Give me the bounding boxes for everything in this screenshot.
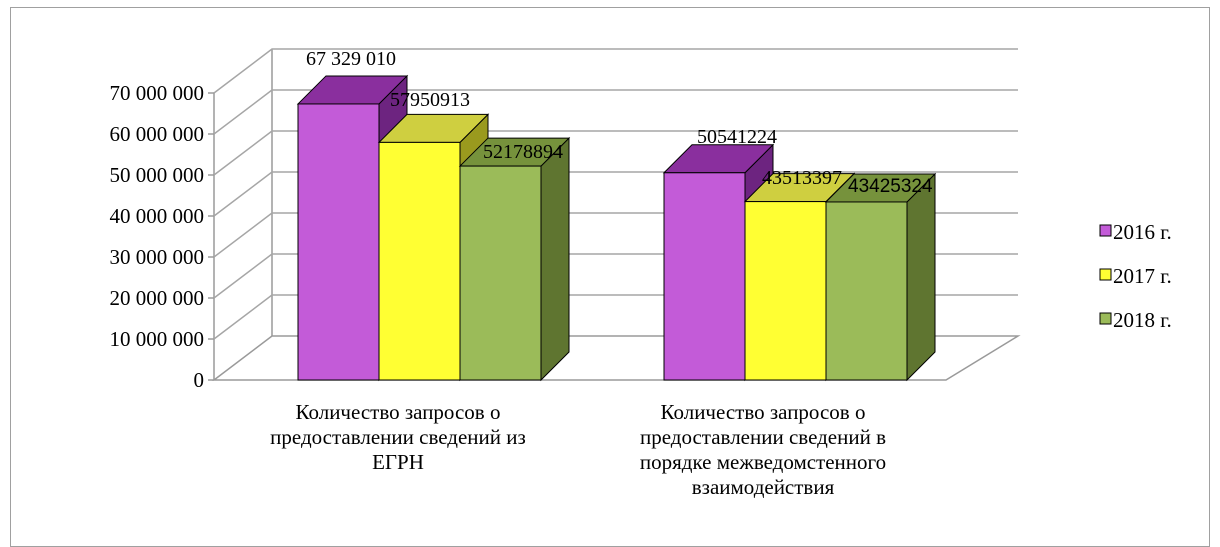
legend-item: 2017 г. (1099, 264, 1172, 288)
bar-front (378, 141, 461, 381)
data-label: 67 329 010 (306, 48, 396, 70)
y-tick-label: 40 000 000 (110, 204, 205, 228)
data-label: 43513397 (762, 167, 842, 189)
bar-side (906, 172, 936, 382)
gridline (213, 130, 1018, 176)
bar-front (663, 172, 746, 381)
legend-item: 2018 г. (1099, 308, 1172, 332)
bar (824, 172, 937, 382)
y-axis-ticks: 0 10 000 000 20 000 000 30 000 000 40 000 00… (110, 81, 214, 392)
bar-chart-3d: 0 10 000 000 20 000 000 30 000 000 40 000 00… (110, 48, 1172, 499)
category-label: Количество запросов о (296, 400, 501, 424)
gridline (213, 48, 1018, 94)
y-tick-label: 30 000 000 (110, 245, 205, 269)
bar-front (744, 201, 827, 381)
legend: 2016 г. 2017 г. 2018 г. (1099, 220, 1172, 332)
category-label: Количество запросов о (661, 400, 866, 424)
data-labels: 67 329 010 57950913 52178894 50541224 435133… (306, 48, 933, 197)
legend-swatch (1099, 224, 1112, 237)
bar-front (825, 201, 908, 381)
chart-frame (10, 7, 1210, 547)
category-label: ЕГРН (372, 450, 424, 474)
y-tick-label: 50 000 000 (110, 163, 205, 187)
y-tick-label: 60 000 000 (110, 122, 205, 146)
legend-label: 2018 г. (1113, 308, 1172, 332)
data-label: 57950913 (390, 89, 470, 111)
bar (458, 136, 571, 382)
data-label: 50541224 (697, 126, 777, 148)
y-tick-label: 70 000 000 (110, 81, 205, 105)
y-tick-label: 10 000 000 (110, 327, 205, 351)
bar-side (540, 136, 570, 382)
legend-label: 2017 г. (1113, 264, 1172, 288)
bar-front (297, 103, 380, 381)
category-label: предоставлении сведений из (270, 425, 526, 449)
legend-item: 2016 г. (1099, 220, 1172, 244)
bars (296, 74, 937, 382)
legend-swatch (1099, 312, 1112, 325)
category-label: взаимодействия (692, 475, 835, 499)
legend-swatch (1099, 268, 1112, 281)
bar-front (459, 165, 542, 381)
category-label: порядке межведомстенного (640, 450, 886, 474)
y-tick-label: 0 (194, 368, 205, 392)
legend-label: 2016 г. (1113, 220, 1172, 244)
y-tick-label: 20 000 000 (110, 286, 205, 310)
category-label: предоставлении сведений в (640, 425, 886, 449)
data-label: 43425324 (848, 176, 933, 197)
data-label: 52178894 (483, 141, 563, 163)
gridline (213, 89, 1018, 135)
